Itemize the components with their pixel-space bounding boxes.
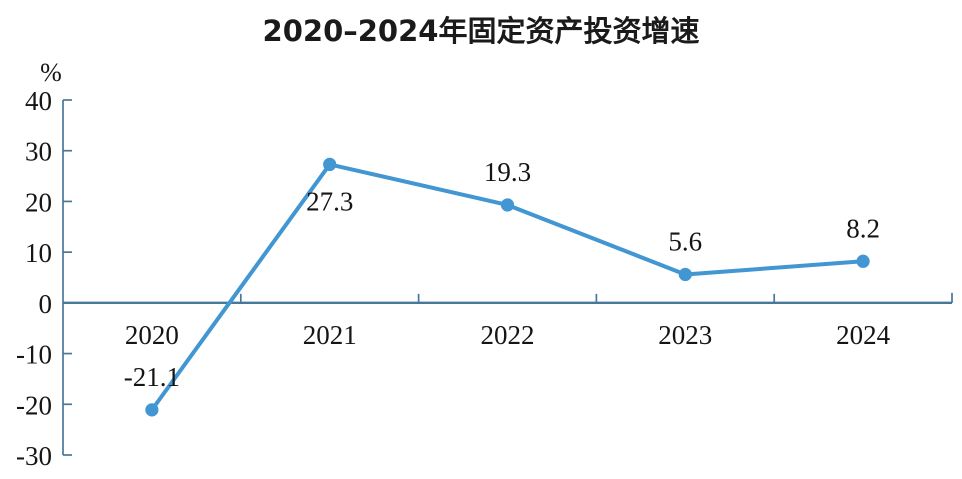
data-point bbox=[678, 267, 692, 282]
x-category-label: 2020 bbox=[125, 320, 179, 350]
data-label: 5.6 bbox=[668, 226, 702, 256]
y-tick-label: 0 bbox=[39, 289, 53, 319]
x-category-label: 2023 bbox=[658, 320, 712, 350]
chart-title: 2020–2024年固定资产投资增速 bbox=[262, 14, 700, 48]
y-tick-label: -10 bbox=[16, 340, 52, 370]
y-tick-label: -30 bbox=[16, 441, 52, 471]
data-label: 27.3 bbox=[306, 186, 353, 216]
data-point bbox=[856, 254, 870, 268]
data-point bbox=[145, 403, 159, 417]
x-category-label: 2021 bbox=[303, 320, 357, 350]
x-category-label: 2022 bbox=[481, 320, 535, 350]
y-tick-label: 10 bbox=[25, 238, 52, 268]
y-tick-label: 20 bbox=[25, 187, 52, 217]
y-tick-label: -20 bbox=[16, 390, 52, 420]
y-axis-unit-label: % bbox=[40, 58, 62, 87]
y-tick-label: 30 bbox=[25, 137, 52, 167]
data-label: -21.1 bbox=[124, 362, 180, 392]
data-label: 19.3 bbox=[484, 157, 531, 187]
y-tick-label: 40 bbox=[25, 86, 52, 116]
data-label: 8.2 bbox=[846, 213, 880, 243]
data-point bbox=[323, 157, 337, 172]
data-point bbox=[500, 198, 515, 212]
x-category-label: 2024 bbox=[836, 320, 891, 350]
